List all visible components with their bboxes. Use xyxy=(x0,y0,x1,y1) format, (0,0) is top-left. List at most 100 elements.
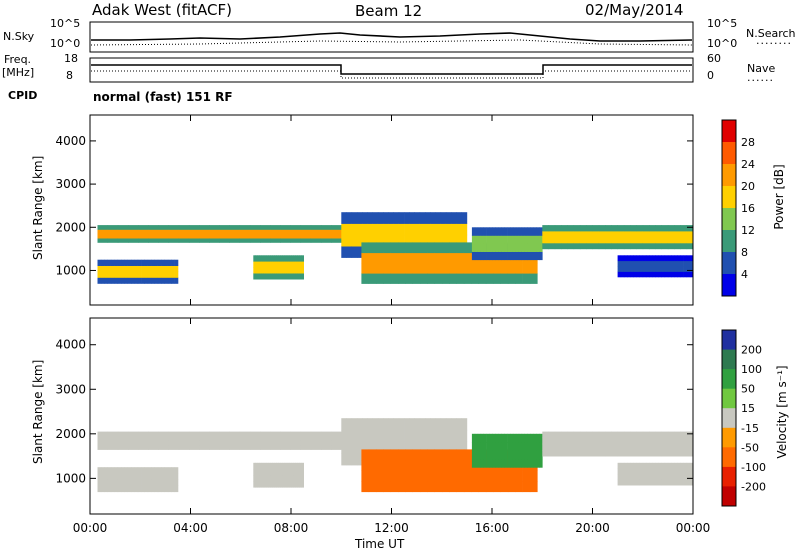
heatmap-cell xyxy=(171,485,175,493)
heatmap-cell xyxy=(171,277,175,284)
heatmap-cell xyxy=(507,458,511,468)
heatmap-cell xyxy=(489,251,493,261)
heatmap-cell xyxy=(209,233,220,239)
heatmap-cell xyxy=(501,433,505,443)
heatmap-cell xyxy=(477,251,482,261)
heatmap-cell xyxy=(138,238,149,243)
heatmap-cell xyxy=(492,442,496,451)
heatmap-cell xyxy=(171,265,175,272)
heatmap-cell xyxy=(686,450,694,457)
heatmap-cell xyxy=(445,441,452,454)
heatmap-cell xyxy=(367,212,373,224)
heatmap-cell xyxy=(649,431,656,439)
heatmap-cell xyxy=(661,468,666,475)
heatmap-cell xyxy=(512,442,517,451)
heatmap-cell xyxy=(171,259,175,266)
heatmap-cell xyxy=(141,259,145,266)
heatmap-cell xyxy=(456,418,462,431)
heatmap-cell xyxy=(474,235,479,244)
heatmap-cell xyxy=(167,277,172,284)
heatmap-cell xyxy=(521,450,525,460)
heatmap-cell xyxy=(573,237,581,244)
heatmap-cell xyxy=(617,237,625,244)
heatmap-cell xyxy=(530,243,534,252)
heatmap-cell xyxy=(290,440,302,446)
heatmap-cell xyxy=(664,255,669,262)
heatmap-cell xyxy=(377,441,384,454)
heatmap-cell xyxy=(110,259,115,266)
heatmap-cell xyxy=(554,231,562,238)
heatmap-cell xyxy=(652,479,656,486)
heatmap-cell xyxy=(430,223,436,236)
heatmap-cell xyxy=(617,231,625,238)
heatmap-cell xyxy=(414,223,421,236)
heatmap-cell xyxy=(398,481,406,493)
heatmap-cell xyxy=(293,261,296,268)
heatmap-cell xyxy=(445,212,452,224)
heatmap-cell xyxy=(689,479,694,486)
heatmap-cell xyxy=(686,266,691,272)
heatmap-cell xyxy=(341,441,347,454)
heatmap-cell xyxy=(573,431,581,439)
heatmap-cell xyxy=(483,450,487,460)
heatmap-cell xyxy=(148,229,159,235)
heatmap-cell xyxy=(393,418,400,431)
heatmap-cell xyxy=(639,473,644,480)
heatmap-cell xyxy=(341,212,347,224)
heatmap-cell xyxy=(362,441,368,454)
heatmap-cell xyxy=(486,251,490,261)
heatmap-cell xyxy=(425,418,431,431)
heatmap-cell xyxy=(680,462,684,469)
heatmap-cell xyxy=(144,271,149,278)
heatmap-cell xyxy=(642,450,650,457)
heatmap-cell xyxy=(107,225,119,230)
heatmap-cell xyxy=(573,443,581,451)
colorbar-segment xyxy=(722,142,736,165)
heatmap-cell xyxy=(367,418,373,431)
y-tick-label: 2000 xyxy=(55,220,86,234)
heatmap-cell xyxy=(542,225,549,232)
heatmap-cell xyxy=(249,233,261,239)
heatmap-cell xyxy=(671,255,675,262)
heatmap-cell xyxy=(147,479,152,486)
heatmap-cell xyxy=(661,255,666,262)
heatmap-cell xyxy=(579,237,587,244)
heatmap-cell xyxy=(445,418,452,431)
heatmap-cell xyxy=(623,443,631,451)
heatmap-cell xyxy=(507,470,516,482)
heatmap-cell xyxy=(617,450,625,457)
heatmap-cell xyxy=(510,433,514,443)
heatmap-cell xyxy=(456,460,465,471)
heatmap-cell xyxy=(124,271,128,278)
heatmap-cell xyxy=(148,233,159,239)
heatmap-cell xyxy=(299,261,302,268)
heatmap-cell xyxy=(630,473,634,480)
heatmap-cell xyxy=(293,468,296,476)
heatmap-cell xyxy=(554,237,562,244)
heatmap-cell xyxy=(661,242,669,250)
heatmap-cell xyxy=(104,277,108,284)
heatmap-cell xyxy=(661,479,666,486)
heatmap-cell xyxy=(427,273,435,284)
heatmap-cell xyxy=(480,450,484,460)
heatmap-cell xyxy=(297,481,300,488)
heatmap-cell xyxy=(412,460,421,471)
heatmap-cell xyxy=(463,252,472,264)
heatmap-cell xyxy=(498,458,502,468)
heatmap-cell xyxy=(414,212,421,224)
heatmap-cell xyxy=(255,261,258,268)
heatmap-cell xyxy=(383,441,389,454)
heatmap-cell xyxy=(611,450,618,457)
heatmap-cell xyxy=(661,231,669,238)
heatmap-cell xyxy=(461,212,468,224)
heatmap-cell xyxy=(456,242,465,254)
heatmap-cell xyxy=(567,225,575,232)
heatmap-cell xyxy=(168,229,180,235)
heatmap-cell xyxy=(661,225,669,232)
heatmap-cell xyxy=(655,237,662,244)
heatmap-cell xyxy=(412,262,421,274)
heatmap-cell xyxy=(518,458,523,468)
heatmap-cell xyxy=(388,429,394,442)
heatmap-cell xyxy=(404,418,410,431)
heatmap-cell xyxy=(219,431,230,437)
